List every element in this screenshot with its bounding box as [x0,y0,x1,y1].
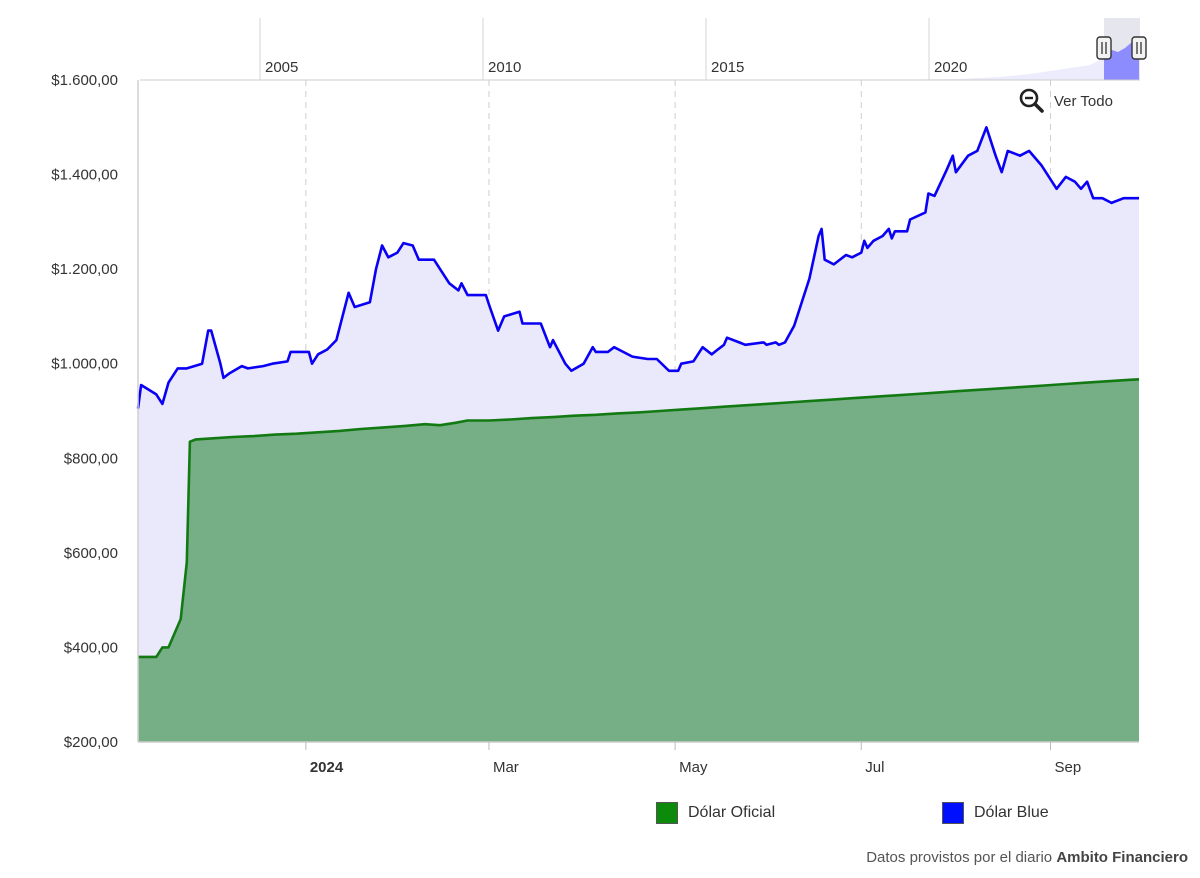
credit-prefix: Datos provistos por el diario [866,849,1053,866]
ver-todo-button[interactable]: Ver Todo [1018,88,1113,114]
x-tick-label: May [679,759,708,776]
x-tick-label: Sep [1054,759,1081,776]
legend-item-oficial[interactable]: Dólar Oficial [656,799,775,827]
x-tick-label: 2024 [310,759,344,776]
legend-item-blue[interactable]: Dólar Blue [942,799,1049,827]
navigator[interactable]: 2005 2010 2015 2020 [140,18,1147,81]
navigator-tick-label: 2005 [265,59,298,76]
credit-source: Ambito Financiero [1056,849,1188,866]
ver-todo-label: Ver Todo [1054,92,1113,110]
navigator-handle-right[interactable] [1131,36,1147,60]
y-tick-label: $400,00 [64,639,118,656]
series-blue-line[interactable] [136,126,1139,409]
series-oficial-line[interactable] [138,378,1140,659]
y-tick-label: $1.600,00 [51,72,118,89]
legend-label-oficial: Dólar Oficial [688,804,776,821]
y-tick-label: $1.000,00 [51,356,118,373]
x-tick-label: Mar [493,759,519,776]
x-tick-label: Jul [865,759,884,776]
navigator-tick-label: 2010 [488,59,521,76]
y-axis: $200,00 $400,00 $600,00 $800,00 $1.000,00 $1.… [51,72,118,751]
series-oficial-area [138,379,1139,742]
y-tick-label: $1.400,00 [51,167,118,184]
legend-swatch-blue [942,802,964,824]
series-layer [136,126,1140,743]
legend-label-blue: Dólar Blue [974,804,1049,821]
navigator-tick-label: 2015 [711,59,744,76]
legend-swatch-oficial [656,802,678,824]
navigator-handle-left[interactable] [1096,36,1112,60]
y-tick-label: $600,00 [64,545,118,562]
y-tick-label: $200,00 [64,734,118,751]
data-credit: Datos provistos por el diario Ambito Fin… [866,849,1188,866]
zoom-out-icon [1019,88,1044,113]
navigator-background [140,18,1140,80]
y-tick-label: $800,00 [64,450,118,467]
y-tick-label: $1.200,00 [51,261,118,278]
x-axis: 2024 Mar May Jul Sep [137,80,1139,776]
navigator-series-area [860,36,1139,80]
navigator-tick-label: 2020 [934,59,967,76]
navigator-selected-area [1104,36,1139,80]
